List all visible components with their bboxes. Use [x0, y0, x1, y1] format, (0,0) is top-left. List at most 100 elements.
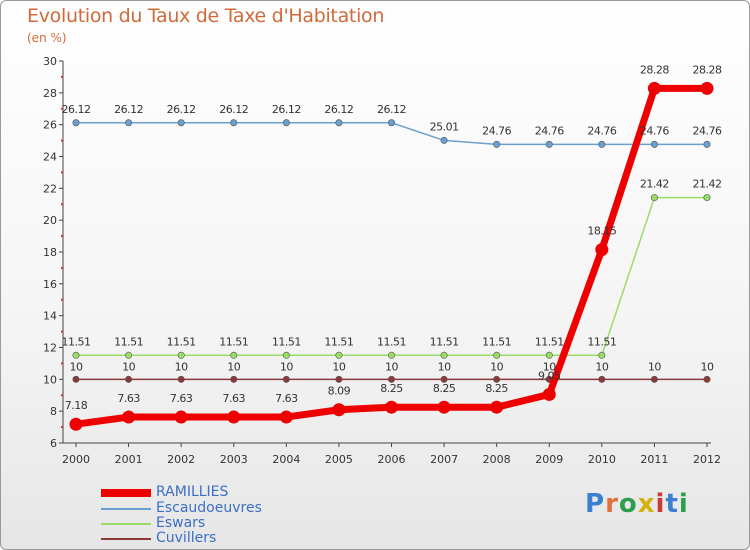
legend-label-escaudoeuvres: Escaudoeuvres	[156, 500, 262, 516]
legend-swatch-cuvillers	[101, 538, 151, 540]
legend-swatch-eswars	[101, 523, 151, 525]
legend-label-eswars: Eswars	[156, 515, 206, 531]
data-point	[440, 136, 448, 144]
x-tick-label: 2004	[272, 453, 300, 466]
data-point	[72, 351, 80, 359]
y-tick-label: 12	[43, 342, 57, 355]
data-label: 10	[543, 360, 556, 373]
data-label: 11.51	[430, 335, 459, 348]
data-point	[542, 387, 556, 401]
data-label: 11.51	[114, 335, 143, 348]
data-label: 24.76	[482, 124, 511, 137]
x-tick-label: 2000	[62, 453, 90, 466]
data-label: 10	[175, 360, 188, 373]
logo-letter: x	[637, 489, 656, 519]
logo-letter: i	[678, 489, 689, 519]
data-point	[545, 351, 553, 359]
data-label: 10	[490, 360, 503, 373]
data-point	[279, 410, 293, 424]
data-point	[700, 81, 714, 95]
data-label: 8.25	[485, 382, 508, 395]
data-label: 8.25	[433, 382, 456, 395]
data-point	[387, 351, 395, 359]
data-point	[595, 243, 609, 257]
logo-letter: r	[605, 489, 619, 519]
data-label: 10	[70, 360, 83, 373]
x-tick-label: 2012	[693, 453, 721, 466]
data-label: 11.51	[482, 335, 511, 348]
data-label: 10	[438, 360, 451, 373]
x-tick-label: 2006	[378, 453, 406, 466]
data-point	[703, 140, 711, 148]
data-label: 11.51	[377, 335, 406, 348]
data-point	[703, 194, 711, 202]
data-label: 11.51	[535, 335, 564, 348]
y-tick-label: 28	[43, 87, 57, 100]
data-point	[282, 375, 290, 383]
chart-subtitle: (en %)	[27, 31, 67, 45]
data-label: 26.12	[272, 103, 301, 116]
data-point	[177, 351, 185, 359]
logo-letter: t	[665, 489, 679, 519]
legend-label-cuvillers: Cuvillers	[156, 530, 217, 546]
data-point	[230, 375, 238, 383]
data-point	[490, 400, 504, 414]
data-label: 21.42	[693, 178, 722, 191]
data-label: 7.18	[65, 399, 88, 412]
data-label: 26.12	[219, 103, 248, 116]
data-point	[69, 417, 83, 431]
data-point	[387, 119, 395, 127]
y-tick-label: 14	[43, 310, 57, 323]
data-point	[387, 375, 395, 383]
data-label: 21.42	[640, 178, 669, 191]
x-tick-label: 2011	[640, 453, 668, 466]
y-tick-label: 16	[43, 278, 57, 291]
legend-item-cuvillers: Cuvillers	[101, 530, 401, 547]
y-tick-label: 18	[43, 246, 57, 259]
data-label: 26.12	[167, 103, 196, 116]
y-tick-label: 10	[43, 373, 57, 386]
legend-item-escaudoeuvres: Escaudoeuvres	[101, 500, 401, 517]
data-label: 28.28	[640, 63, 669, 76]
data-point	[177, 375, 185, 383]
data-label: 7.63	[223, 392, 246, 405]
data-point	[227, 410, 241, 424]
data-label: 7.63	[170, 392, 193, 405]
data-label: 26.12	[62, 103, 91, 116]
logo-letter: i	[655, 489, 666, 519]
data-label: 11.51	[587, 335, 616, 348]
data-point	[545, 140, 553, 148]
data-label: 10	[227, 360, 240, 373]
data-label: 25.01	[430, 120, 459, 133]
data-label: 10	[701, 360, 714, 373]
data-point	[598, 140, 606, 148]
data-label: 24.76	[693, 124, 722, 137]
data-label: 18.15	[587, 225, 616, 238]
y-tick-label: 26	[43, 119, 57, 132]
data-label: 26.12	[377, 103, 406, 116]
data-point	[72, 119, 80, 127]
y-tick-label: 8	[50, 405, 57, 418]
legend-item-eswars: Eswars	[101, 515, 401, 532]
legend-item-ramillies: RAMILLIES	[101, 484, 401, 501]
x-tick-label: 2002	[167, 453, 195, 466]
data-point	[598, 375, 606, 383]
data-point	[335, 375, 343, 383]
data-label: 24.76	[587, 124, 616, 137]
data-label: 10	[280, 360, 293, 373]
x-tick-label: 2001	[115, 453, 143, 466]
data-label: 10	[332, 360, 345, 373]
data-label: 11.51	[167, 335, 196, 348]
data-point	[647, 81, 661, 95]
data-label: 11.51	[219, 335, 248, 348]
series-line-ramillies	[75, 84, 707, 428]
x-tick-label: 2005	[325, 453, 353, 466]
data-label: 11.51	[272, 335, 301, 348]
data-point	[650, 194, 658, 202]
y-tick-label: 20	[43, 214, 57, 227]
data-label: 28.28	[693, 63, 722, 76]
data-label: 8.25	[380, 382, 403, 395]
data-point	[493, 375, 501, 383]
data-point	[650, 140, 658, 148]
